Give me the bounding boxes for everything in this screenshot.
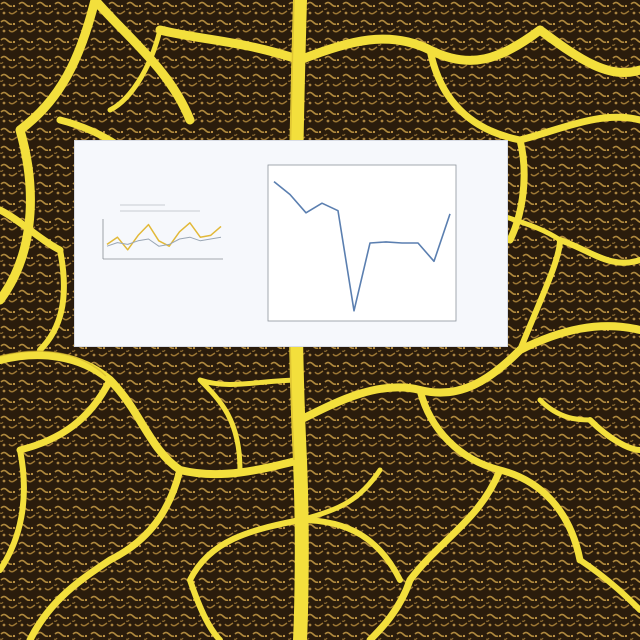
main-series-line [273,180,451,312]
inset-series-line-2 [106,236,222,247]
main-plot-frame [267,164,457,322]
inset-chart [102,204,223,260]
inset-series-line-1 [106,222,222,251]
main-plot-area [273,180,451,312]
chart-canvas [102,164,457,322]
main-chart [267,164,457,322]
inset-plot-area [106,222,222,251]
chart-card [75,141,507,346]
